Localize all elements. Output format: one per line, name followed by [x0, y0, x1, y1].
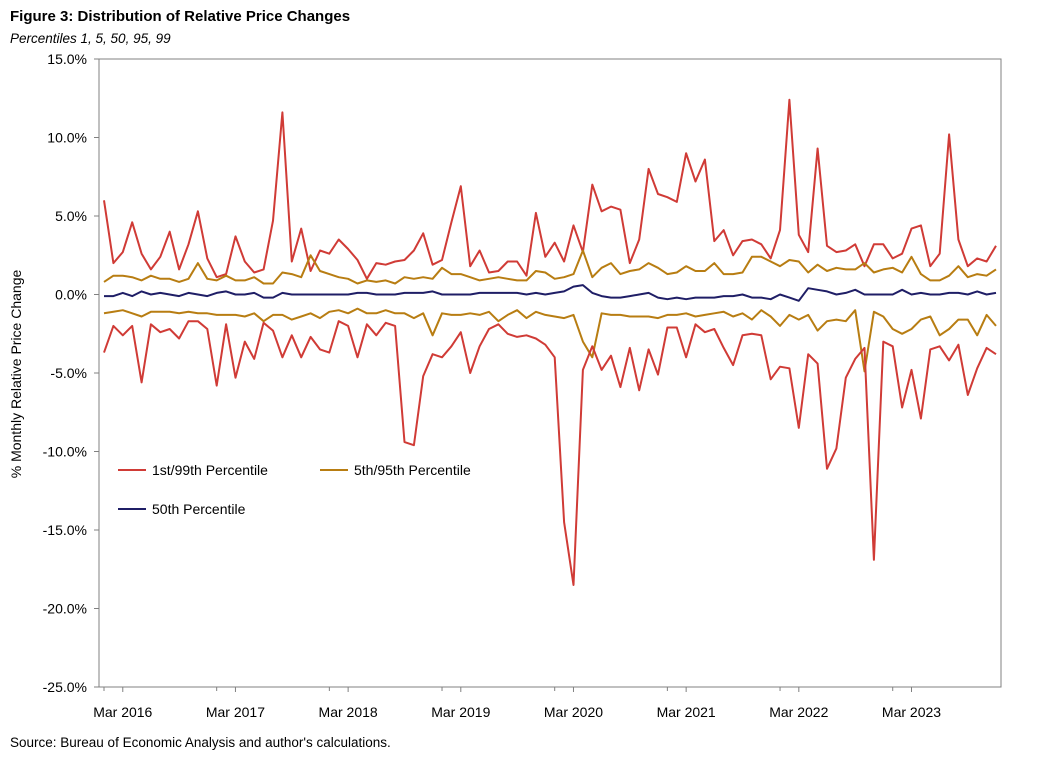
- source-note: Source: Bureau of Economic Analysis and …: [10, 735, 391, 750]
- y-tick-label: -20.0%: [43, 601, 87, 617]
- x-tick-label: Mar 2017: [206, 704, 265, 720]
- x-tick-label: Mar 2019: [431, 704, 490, 720]
- chart-subtitle: Percentiles 1, 5, 50, 95, 99: [10, 31, 171, 46]
- series-line-1st-percentile: [103, 320, 997, 586]
- series-line-50th-percentile: [104, 284, 997, 302]
- series-layer: [103, 98, 997, 586]
- series-line-5th-percentile: [103, 307, 997, 373]
- y-axis-label: % Monthly Relative Price Change: [8, 270, 24, 479]
- x-tick-label: Mar 2018: [319, 704, 378, 720]
- series-line-95th-percentile: [103, 249, 997, 285]
- legend-label: 1st/99th Percentile: [152, 462, 268, 478]
- y-tick-label: -10.0%: [43, 444, 87, 460]
- legend: 1st/99th Percentile 5th/95th Percentile 50…: [118, 462, 471, 517]
- series-line-99th-percentile: [103, 98, 997, 280]
- y-tick-label: 10.0%: [47, 130, 87, 146]
- legend-label: 50th Percentile: [152, 501, 246, 517]
- y-tick-label: 15.0%: [47, 51, 87, 67]
- y-tick-label: -15.0%: [43, 522, 87, 538]
- chart-axes: 15.0% 10.0% 5.0% 0.0% -5.0% -10.0% -15.0% -20.0…: [43, 51, 1002, 720]
- x-tick-label: Mar 2021: [657, 704, 716, 720]
- x-tick-label: Mar 2023: [882, 704, 941, 720]
- y-tick-label: 0.0%: [55, 287, 87, 303]
- x-tick-label: Mar 2016: [93, 704, 152, 720]
- legend-label: 5th/95th Percentile: [354, 462, 471, 478]
- y-tick-label: -25.0%: [43, 679, 87, 695]
- chart-title: Figure 3: Distribution of Relative Price…: [10, 8, 351, 25]
- x-tick-label: Mar 2020: [544, 704, 603, 720]
- x-tick-label: Mar 2022: [769, 704, 828, 720]
- y-tick-label: -5.0%: [50, 365, 87, 381]
- y-tick-label: 5.0%: [55, 208, 87, 224]
